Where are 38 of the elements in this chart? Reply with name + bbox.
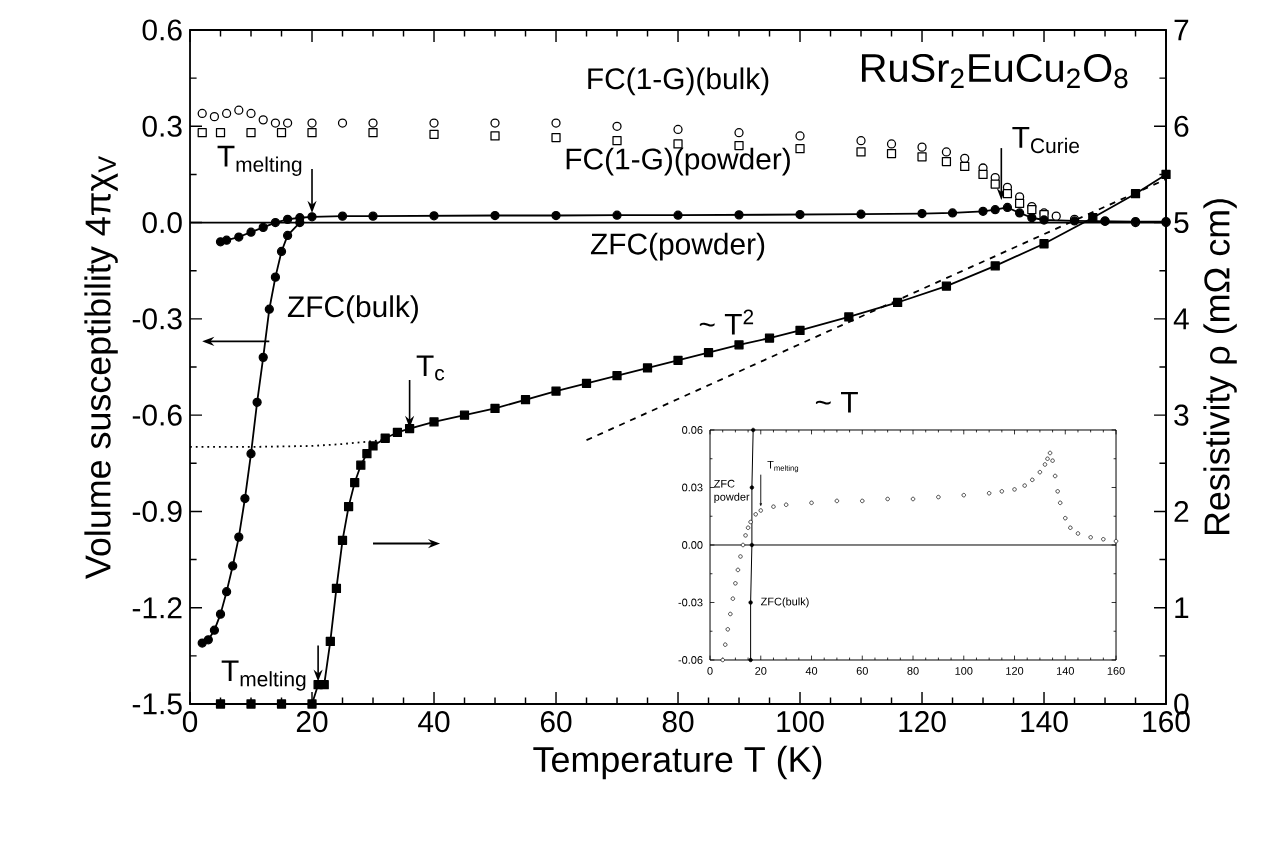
- annotation: T$_{c}$: [416, 355, 445, 381]
- y-tick-label: 0.6: [142, 19, 182, 41]
- x-tick-label: 80: [662, 711, 694, 733]
- y-axis-title: Volume susceptibility 4πχ$_{V}$: [84, 156, 118, 579]
- text: RuSr$_{2}$EuCu$_{2}$O$_{8}$: [861, 53, 1128, 89]
- y-tick-label: -1.5: [132, 693, 182, 715]
- y2-tick-label: 3: [1174, 404, 1189, 426]
- y2-tick-label: 5: [1174, 212, 1189, 233]
- annotation: T$_{melting}$: [221, 660, 306, 691]
- series-label: ZFC(bulk): [287, 295, 418, 324]
- x-tick-label: 160: [1143, 711, 1190, 733]
- y-tick-label: 0.3: [142, 115, 182, 137]
- y-tick-label: -0.9: [132, 500, 182, 522]
- x-axis-title: Temperature T (K): [533, 745, 822, 780]
- y2-tick-label: 7: [1174, 19, 1189, 41]
- y-tick-label: -0.3: [132, 308, 182, 330]
- series-label: ZFC(powder): [590, 232, 765, 261]
- annotation: T$_{Curie}$: [1012, 127, 1080, 154]
- y2-axis-title: Resistivity ρ (mΩ cm): [1203, 199, 1237, 535]
- annotation: T$_{melting}$: [217, 145, 302, 177]
- legend-label: FC(1-G)(bulk): [588, 67, 769, 96]
- annotation: ~ T: [815, 392, 858, 413]
- x-tick-label: 100: [777, 711, 824, 733]
- x-tick-label: 120: [899, 711, 946, 733]
- x-tick-label: 20: [296, 711, 328, 733]
- y-tick-label: 0.0: [142, 211, 182, 234]
- x-tick-label: 40: [418, 711, 450, 733]
- y2-tick-label: 2: [1174, 500, 1189, 522]
- series-label: FC(1-G)(powder): [566, 147, 790, 176]
- x-tick-label: 0: [182, 711, 198, 733]
- y-tick-label: -1.2: [132, 597, 182, 619]
- y-tick-label: -0.6: [132, 404, 182, 426]
- x-tick-label: 140: [1021, 711, 1068, 733]
- y2-tick-label: 1: [1175, 597, 1189, 618]
- y2-tick-label: 6: [1174, 115, 1189, 137]
- x-tick-label: 60: [540, 711, 572, 733]
- y2-tick-label: 4: [1173, 308, 1189, 330]
- annotation: ~ T$^{2}$: [699, 309, 754, 335]
